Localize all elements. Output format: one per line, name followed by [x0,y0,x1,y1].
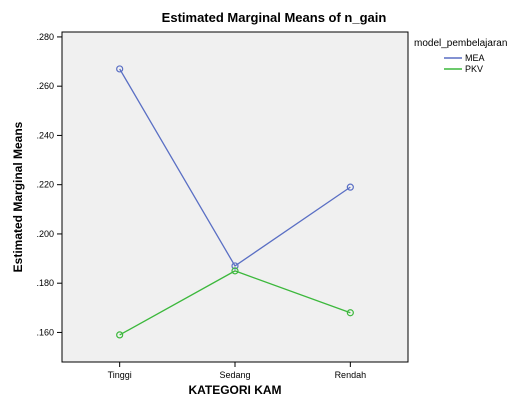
x-tick-label: Tinggi [108,370,132,380]
data-point-pkv [231,267,239,275]
y-tick-label: .200 [36,229,54,239]
data-point-mea [116,65,124,73]
y-tick-label: .160 [36,327,54,337]
data-point-pkv [116,331,124,339]
y-tick-label: .280 [36,32,54,42]
legend-label-pkv: PKV [465,64,483,74]
series-layer [116,65,354,339]
y-tick-label: .180 [36,278,54,288]
y-tick-label: .220 [36,180,54,190]
x-axis: Tinggi Sedang Rendah [108,362,367,380]
plot-area [61,31,409,363]
legend-label-mea: MEA [465,53,485,63]
series-line-pkv [119,270,351,336]
data-point-mea [231,262,239,270]
y-tick-label: .260 [36,81,54,91]
chart-title: Estimated Marginal Means of n_gain [162,10,387,25]
legend-title: model_pembelajaran [414,38,507,49]
series-line-mea [119,68,351,267]
x-axis-title: KATEGORI KAM [188,383,281,397]
data-point-pkv [346,309,354,317]
y-tick-label: .240 [36,130,54,140]
y-axis: .160 .180 .200 .220 .240 .260 .280 [36,32,62,337]
x-tick-label: Sedang [219,370,250,380]
y-axis-title: Estimated Marginal Means [11,121,25,272]
x-tick-label: Rendah [335,370,367,380]
data-point-mea [346,183,354,191]
